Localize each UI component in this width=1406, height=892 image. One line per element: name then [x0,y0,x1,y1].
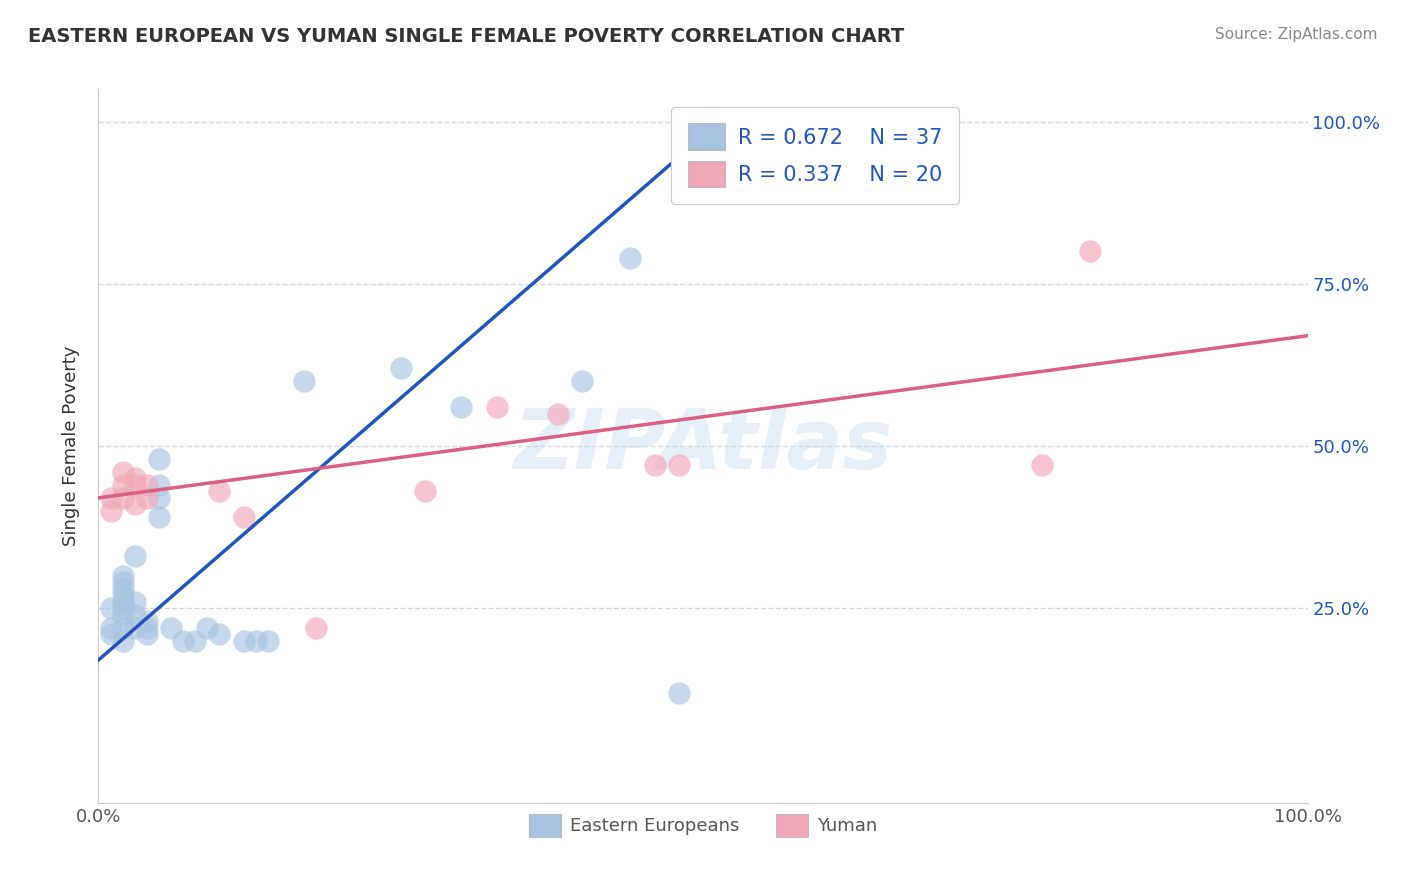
Point [124,471,146,485]
Point [232,633,254,648]
Point [172,633,194,648]
Point [619,251,641,265]
Point [208,627,231,641]
Point [100,621,122,635]
Point [256,633,278,648]
Point [413,484,436,499]
Point [1031,458,1053,473]
Point [111,607,134,622]
Point [124,549,146,564]
Point [644,458,666,473]
Y-axis label: Single Female Poverty: Single Female Poverty [62,346,80,546]
Point [195,621,218,635]
Point [111,575,134,590]
Point [111,582,134,596]
Text: EASTERN EUROPEAN VS YUMAN SINGLE FEMALE POVERTY CORRELATION CHART: EASTERN EUROPEAN VS YUMAN SINGLE FEMALE … [28,27,904,45]
Point [111,491,134,505]
Point [124,607,146,622]
Point [111,595,134,609]
Point [111,633,134,648]
Point [100,491,122,505]
Point [184,633,207,648]
Point [547,407,569,421]
Point [124,595,146,609]
Point [100,627,122,641]
Point [245,633,267,648]
Point [208,484,231,499]
Point [124,621,146,635]
Point [135,491,157,505]
Point [571,374,593,388]
Point [111,601,134,615]
Point [111,478,134,492]
Point [160,621,183,635]
Point [111,568,134,582]
Point [148,510,170,524]
Point [124,497,146,511]
Point [668,685,690,699]
Point [111,588,134,602]
Point [389,361,412,376]
Point [100,601,122,615]
Point [111,621,134,635]
Point [135,627,157,641]
Point [305,621,328,635]
Point [450,400,472,414]
Text: Source: ZipAtlas.com: Source: ZipAtlas.com [1215,27,1378,42]
Point [148,452,170,467]
Point [148,478,170,492]
Point [486,400,509,414]
Legend: Eastern Europeans, Yuman: Eastern Europeans, Yuman [522,807,884,844]
Point [148,491,170,505]
Point [124,478,146,492]
Point [232,510,254,524]
Point [1078,244,1101,259]
Point [111,465,134,479]
Text: ZIPAtlas: ZIPAtlas [513,406,893,486]
Point [292,374,315,388]
Point [135,621,157,635]
Point [135,614,157,628]
Point [100,504,122,518]
Point [135,478,157,492]
Point [668,458,690,473]
